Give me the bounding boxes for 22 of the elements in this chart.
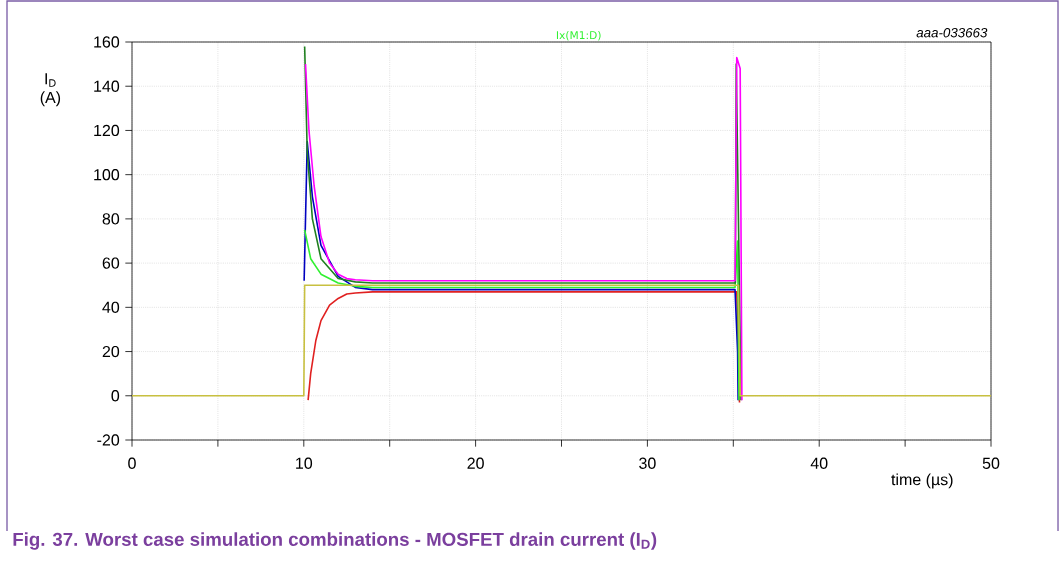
y-axis-title: I$_{D}$ (A)	[40, 73, 61, 107]
x-tick-label: 10	[296, 457, 313, 469]
y-tick-label: 140	[94, 80, 120, 92]
caption: Fig. 37. Worst case simulation combinations - MOSFET drain current (I$_{D}$)	[13, 532, 657, 550]
x-tick-label: 0	[128, 457, 136, 469]
y-tick-label: 120	[94, 124, 120, 137]
x-axis-title: time (µs)	[891, 473, 953, 489]
y-tick-label: 40	[102, 301, 120, 313]
y-tick-label: 160	[94, 36, 120, 48]
x-tick-label: 30	[639, 457, 656, 469]
x-tick-label: 50	[982, 457, 1000, 469]
y-tick-label: 0	[111, 390, 120, 402]
x-tick-label: 20	[467, 457, 484, 469]
y-tick-label: 80	[102, 213, 120, 225]
y-tick-label: 20	[102, 345, 120, 358]
y-tick-label: 100	[94, 169, 120, 181]
text: aaa-033663	[916, 27, 988, 38]
y-tick-label: -20	[97, 434, 120, 446]
line-series	[303, 229, 740, 401]
text: Ix(M1:D)	[556, 30, 601, 41]
x-tick-label: 40	[810, 457, 828, 469]
y-tick-label: 60	[102, 257, 120, 269]
